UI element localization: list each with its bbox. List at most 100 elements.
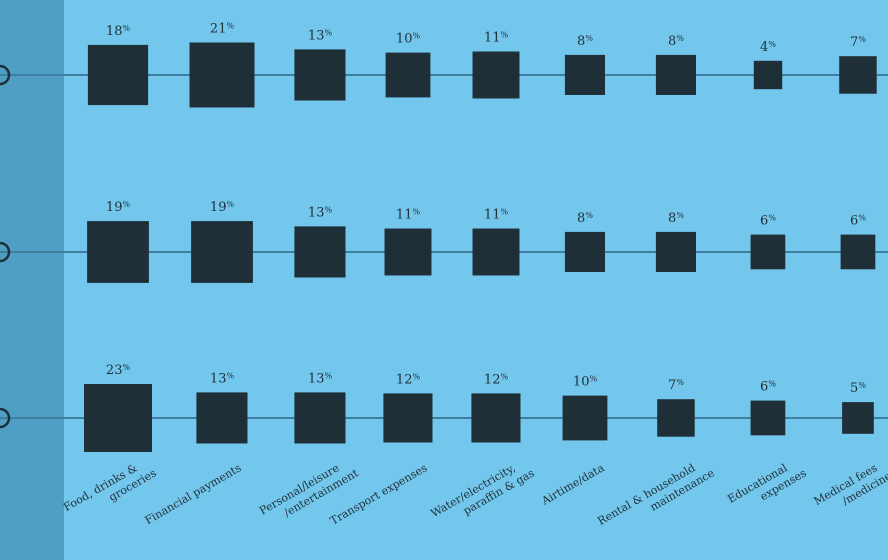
value-number: 10 [573,375,590,390]
value-square [84,384,152,452]
value-suffix: % [676,211,684,220]
value-square [471,393,521,443]
value-label: 8% [668,34,684,49]
value-square [655,231,696,272]
value-suffix: % [226,200,234,209]
value-number: 23 [106,363,123,378]
value-number: 8 [668,211,676,226]
value-number: 12 [484,372,501,387]
value-square [750,234,786,270]
value-label: 13% [308,205,333,220]
value-number: 13 [210,371,227,386]
value-label: 19% [210,200,235,215]
value-label: 5% [850,381,866,396]
category-label: Water/electricity,paraffin & gas [429,454,537,532]
value-label: 6% [760,214,776,229]
value-number: 11 [484,208,501,223]
value-square [657,399,695,437]
value-number: 11 [396,208,413,223]
value-number: 8 [577,34,585,49]
value-suffix: % [226,371,234,380]
category-label: Airtime/data [539,461,607,508]
value-number: 13 [308,371,325,386]
value-suffix: % [768,40,776,49]
value-label: 18% [106,24,131,39]
value-label: 7% [850,35,866,50]
chart-rows: 18% 21%13% 10% 11% 8% 8%4% 7%19% 19%13% 11% 11% 8%… [0,22,888,452]
side-panel [0,0,64,560]
value-number: 12 [396,372,413,387]
value-number: 5 [850,381,858,396]
value-square [87,221,149,283]
value-label: 11% [484,31,509,46]
value-suffix: % [858,381,866,390]
value-number: 4 [760,40,768,55]
value-square [564,231,605,272]
value-number: 18 [106,24,123,39]
value-suffix: % [324,371,332,380]
value-square [750,400,786,436]
value-square [384,228,432,276]
value-suffix: % [585,34,593,43]
value-number: 8 [668,34,676,49]
value-suffix: % [122,363,130,372]
value-number: 13 [308,205,325,220]
value-label: 8% [577,211,593,226]
value-label: 8% [577,34,593,49]
value-label: 13% [308,371,333,386]
category-label: Transport expenses [328,461,430,527]
value-suffix: % [226,22,234,31]
row-3: 23%13% 13% 12% 12% 10% 7% 6% 5% [0,363,888,452]
value-square [842,402,874,434]
value-suffix: % [412,32,420,41]
value-label: 12% [396,372,421,387]
value-number: 6 [760,214,768,229]
value-suffix: % [324,205,332,214]
value-label: 23% [106,363,131,378]
value-suffix: % [324,28,332,37]
value-label: 19% [106,200,131,215]
row-1: 18% 21%13% 10% 11% 8% 8%4% 7% [0,22,888,108]
value-square [191,221,253,283]
value-suffix: % [412,208,420,217]
category-label-line: Airtime/data [539,461,607,508]
row-start-marker [0,64,11,86]
value-label: 21% [210,22,235,37]
row-start-marker [0,407,11,429]
category-label: Medical fees/medicines [812,454,888,520]
row-start-marker [0,241,11,263]
value-square [189,42,255,108]
value-number: 13 [308,28,325,43]
value-number: 10 [396,32,413,47]
value-square [472,51,520,99]
value-suffix: % [858,214,866,223]
value-square [562,395,608,441]
value-square [472,228,520,276]
category-label-line: Financial payments [143,461,244,527]
value-suffix: % [768,214,776,223]
value-suffix: % [858,35,866,44]
value-suffix: % [122,24,130,33]
value-suffix: % [585,211,593,220]
value-square [87,44,149,106]
value-square [294,49,346,101]
value-label: 12% [484,372,509,387]
value-label: 10% [396,32,421,47]
category-label: Rental & householdmaintenance [595,454,716,540]
value-label: 6% [760,380,776,395]
value-number: 11 [484,31,501,46]
value-suffix: % [412,372,420,381]
value-number: 21 [210,22,227,37]
value-square [294,392,346,444]
value-number: 7 [850,35,858,50]
value-suffix: % [768,380,776,389]
value-label: 6% [850,214,866,229]
value-number: 8 [577,211,585,226]
value-square [655,54,696,95]
value-number: 19 [210,200,227,215]
value-square [564,54,605,95]
value-square [839,56,877,94]
value-square [383,393,433,443]
category-label: Financial payments [143,461,244,527]
